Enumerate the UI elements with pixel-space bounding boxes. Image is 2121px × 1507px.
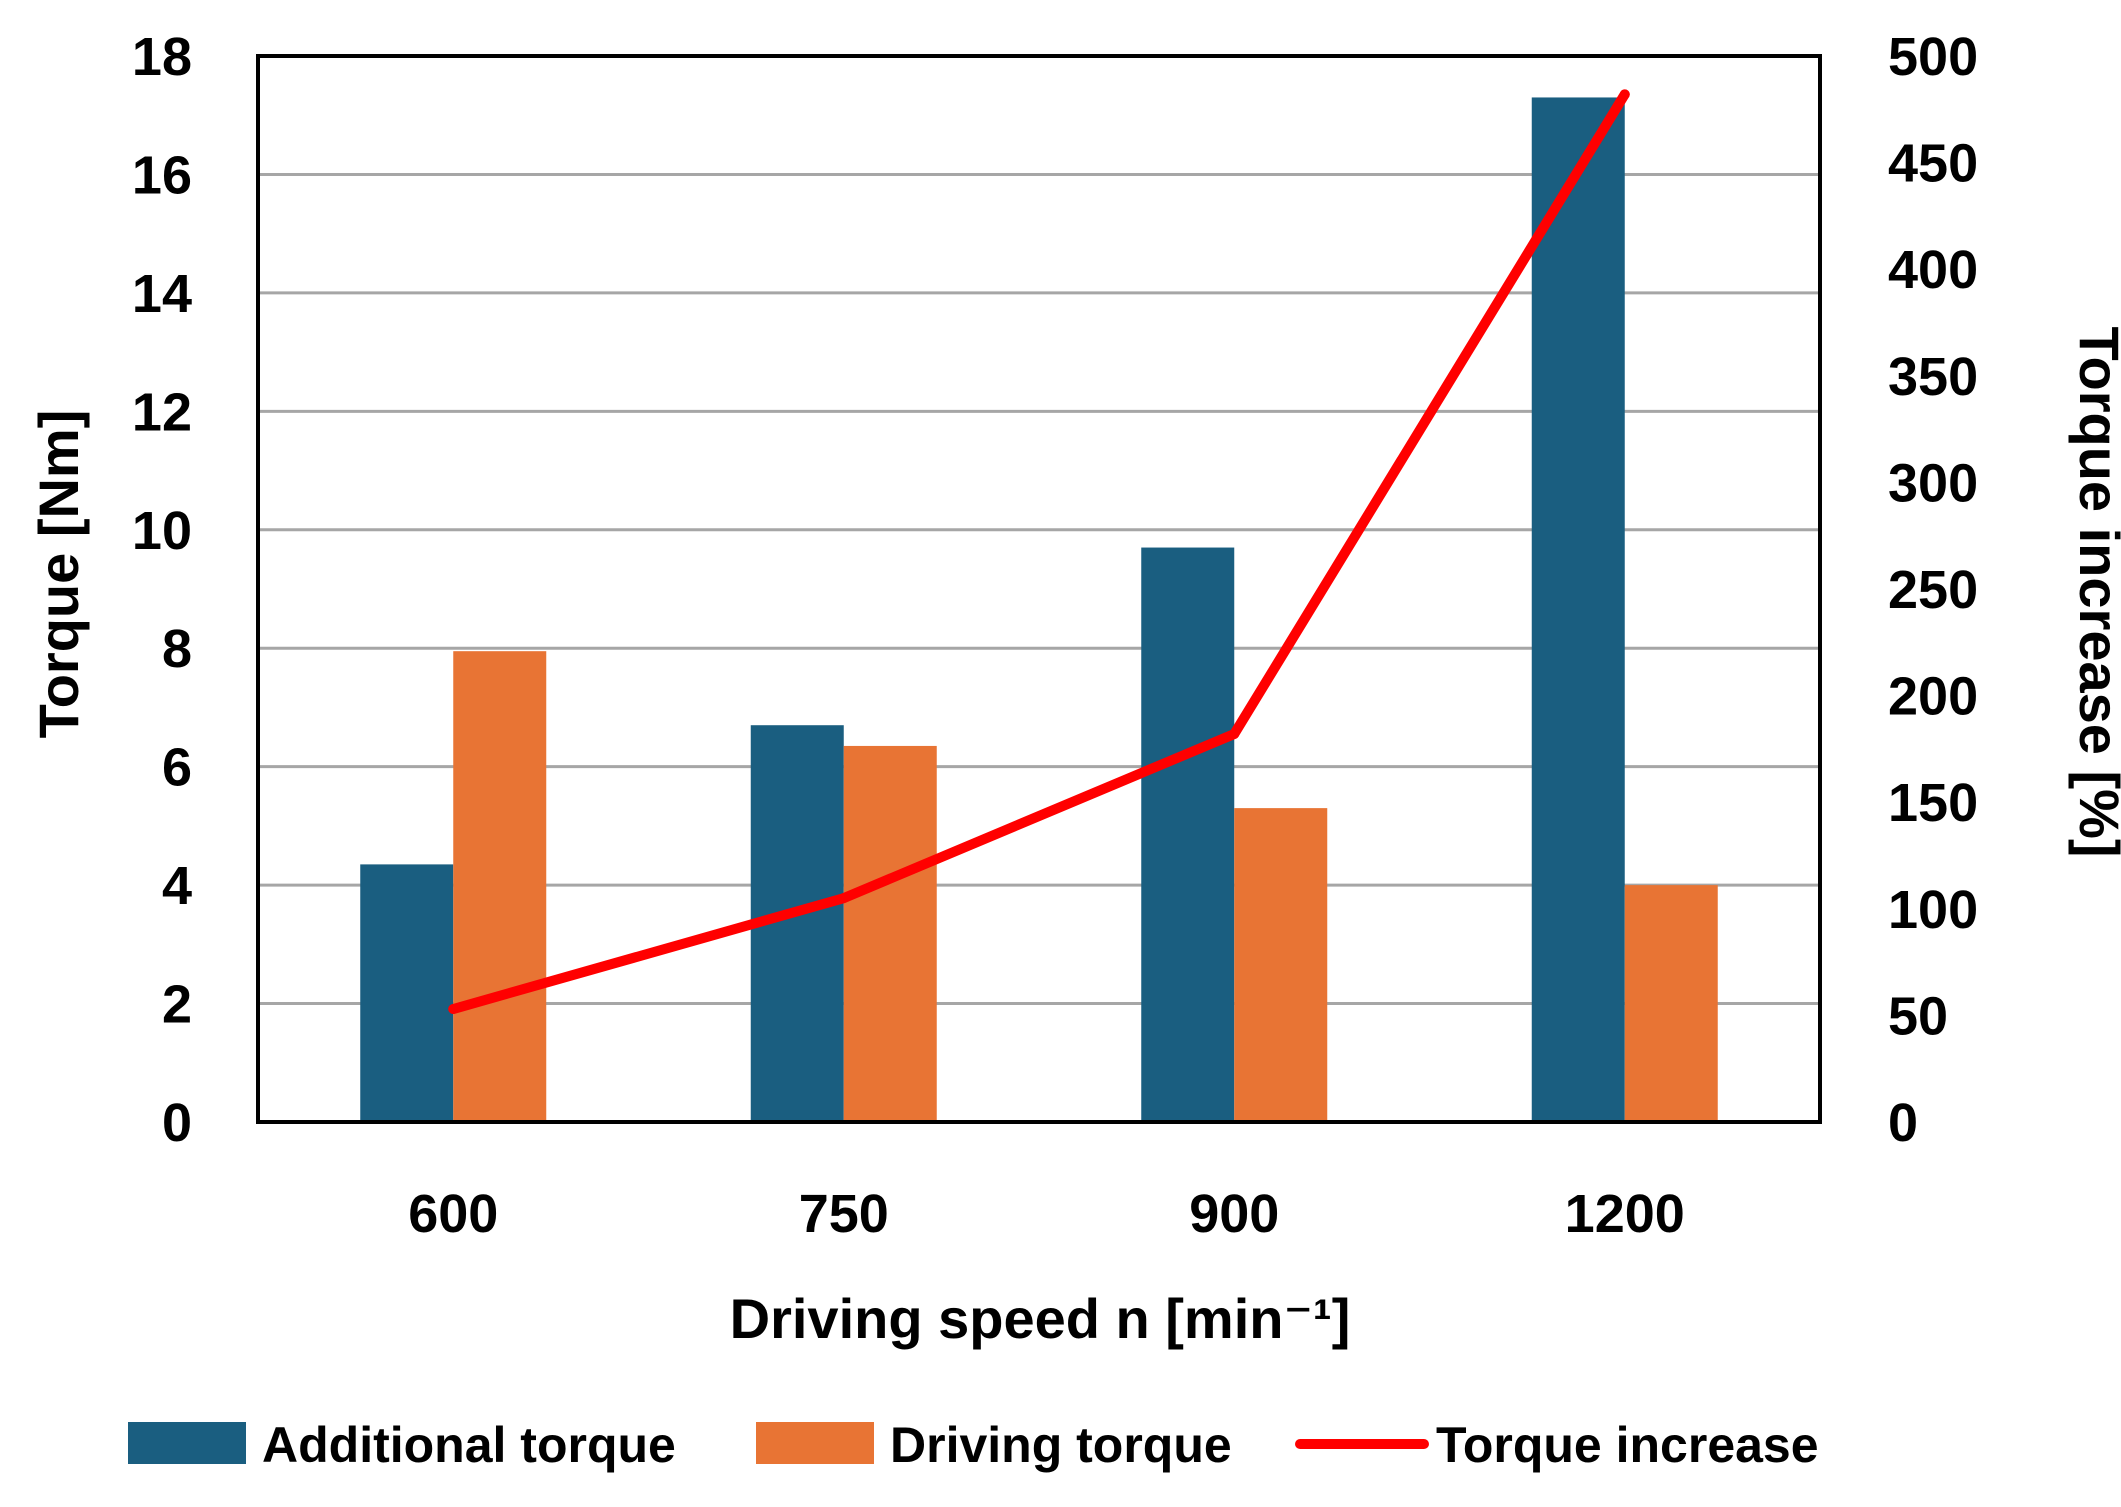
x-axis-title: Driving speed n [min⁻¹] bbox=[730, 1287, 1351, 1350]
x-tick-label: 750 bbox=[799, 1184, 889, 1244]
legend-swatch bbox=[756, 1422, 874, 1464]
legend: Additional torque Driving torque Torque in… bbox=[128, 1417, 1819, 1473]
y2-tick-label: 250 bbox=[1888, 560, 1978, 620]
y-tick-label: 14 bbox=[132, 264, 192, 324]
y-tick-label: 0 bbox=[162, 1093, 192, 1153]
line-series bbox=[448, 89, 1630, 1015]
legend-label: Driving torque bbox=[890, 1417, 1232, 1473]
y2-tick-label: 100 bbox=[1888, 880, 1978, 940]
y2-tick-label: 300 bbox=[1888, 453, 1978, 513]
bar-additional-torque bbox=[360, 864, 454, 1122]
y2-tick-label: 200 bbox=[1888, 667, 1978, 727]
y2-tick-label: 150 bbox=[1888, 773, 1978, 833]
bar-driving-torque bbox=[1624, 885, 1718, 1122]
y2-tick-label: 350 bbox=[1888, 347, 1978, 407]
y-axis-tick-labels: 0 2 4 6 8 10 12 14 16 18 bbox=[132, 27, 192, 1153]
y2-tick-label: 50 bbox=[1888, 986, 1948, 1046]
y2-tick-label: 400 bbox=[1888, 240, 1978, 300]
x-tick-label: 1200 bbox=[1565, 1184, 1685, 1244]
y-axis-title: Torque [Nm] bbox=[27, 410, 90, 739]
x-tick-label: 900 bbox=[1189, 1184, 1279, 1244]
line-torque-increase bbox=[448, 89, 1630, 1015]
y-tick-label: 16 bbox=[132, 145, 192, 205]
x-tick-label: 600 bbox=[408, 1184, 498, 1244]
line-point bbox=[1229, 728, 1240, 739]
y-tick-label: 6 bbox=[162, 738, 192, 798]
line-point bbox=[1619, 89, 1630, 100]
y-tick-label: 2 bbox=[162, 975, 192, 1035]
legend-swatch bbox=[128, 1422, 246, 1464]
y-tick-label: 8 bbox=[162, 619, 192, 679]
plot-area-frame bbox=[256, 54, 1822, 1124]
line-point bbox=[838, 893, 849, 904]
x-axis-tick-labels: 600 750 900 1200 bbox=[408, 1184, 1685, 1244]
y-tick-label: 12 bbox=[132, 382, 192, 442]
y-tick-label: 4 bbox=[162, 856, 192, 916]
bar-additional-torque bbox=[1141, 547, 1235, 1122]
bars bbox=[360, 97, 1718, 1122]
line-point bbox=[448, 1004, 459, 1015]
y2-tick-label: 0 bbox=[1888, 1093, 1918, 1153]
y-tick-label: 18 bbox=[132, 27, 192, 87]
bar-additional-torque bbox=[1531, 97, 1625, 1122]
bar-driving-torque bbox=[453, 651, 547, 1122]
legend-label: Torque increase bbox=[1436, 1417, 1819, 1473]
y-tick-label: 10 bbox=[132, 501, 192, 561]
y2-tick-label: 500 bbox=[1888, 27, 1978, 87]
y2-axis-title: Torque increase [%] bbox=[2068, 326, 2121, 857]
bar-driving-torque bbox=[843, 745, 937, 1122]
legend-label: Additional torque bbox=[262, 1417, 676, 1473]
bar-driving-torque bbox=[1234, 808, 1328, 1122]
y2-tick-label: 450 bbox=[1888, 134, 1978, 194]
y2-axis-tick-labels: 0 50 100 150 200 250 300 350 400 450 500 bbox=[1888, 27, 1978, 1153]
